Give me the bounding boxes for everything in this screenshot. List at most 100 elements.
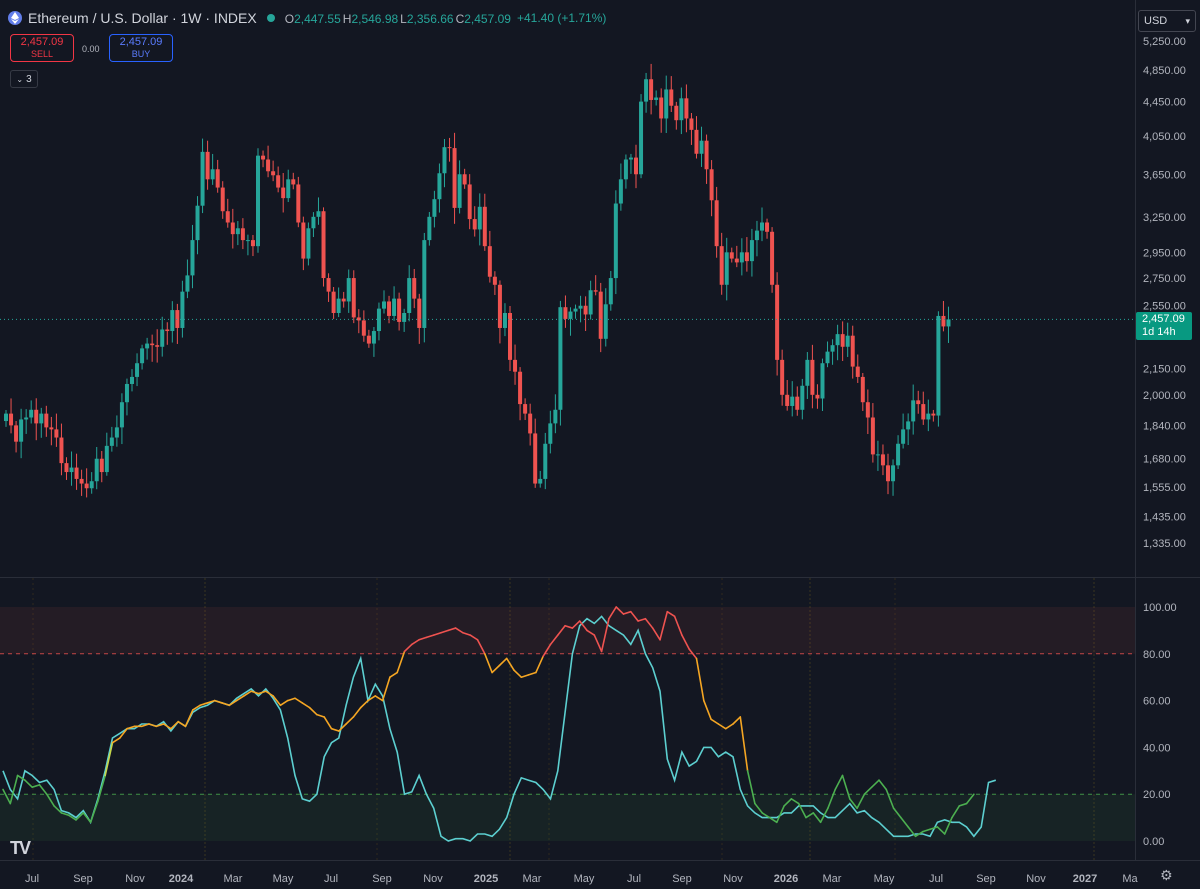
stoch-d-segment (841, 774, 851, 800)
stoch-d-segment (775, 805, 785, 824)
candle-body (543, 443, 548, 479)
stoch-d-segment (308, 706, 318, 716)
oscillator-band (0, 794, 1135, 841)
stoch-d-segment (192, 704, 201, 711)
candle-body (573, 308, 578, 312)
stoch-d-segment (505, 657, 515, 671)
stoch-d-segment (702, 699, 712, 721)
time-tick-label: Ma (1122, 873, 1138, 885)
sell-button[interactable]: 2,457.09 SELL (10, 34, 74, 62)
currency-select[interactable]: USD ▾ (1138, 10, 1196, 32)
price-axis-label: 4,050.00 (1143, 131, 1186, 143)
stoch-d-segment (805, 812, 815, 819)
ohlc-label: C (455, 12, 465, 26)
stoch-d-segment (761, 812, 771, 819)
stoch-d-segment (659, 610, 669, 641)
stoch-d-segment (921, 828, 931, 833)
stoch-d-line (2, 606, 975, 838)
symbol-title[interactable]: Ethereum / U.S. Dollar · 1W · INDEX (28, 10, 257, 26)
stoch-d-segment (111, 737, 121, 744)
stoch-d-segment (644, 617, 654, 629)
stoch-d-segment (965, 793, 975, 805)
candle-body (946, 319, 951, 327)
stoch-d-segment (31, 784, 41, 788)
candle-body (548, 423, 553, 444)
time-tick-label: 2027 (1073, 873, 1097, 885)
candle-body (901, 429, 906, 444)
candle-body (230, 222, 235, 235)
candle-body (644, 79, 649, 102)
candle-body (528, 413, 533, 434)
candle-body (931, 413, 936, 416)
candle-body (170, 310, 175, 332)
candle-body (538, 478, 543, 484)
indicators-toggle[interactable]: ⌄ 3 (10, 70, 38, 88)
time-tick-label: 2024 (169, 873, 194, 885)
buy-button[interactable]: 2,457.09 BUY (109, 34, 173, 62)
stoch-d-segment (294, 697, 304, 704)
candle-body (261, 155, 266, 160)
candle-body (109, 437, 114, 446)
stoch-d-segment (418, 636, 428, 641)
stoch-d-segment (16, 774, 26, 781)
candle-body (326, 278, 331, 292)
oscillator-axis-label: 0.00 (1143, 836, 1164, 848)
candle-body (422, 240, 427, 328)
stoch-d-segment (323, 716, 333, 730)
candle-body (245, 240, 250, 242)
candle-body (205, 151, 210, 180)
ohlc-label: L (400, 12, 407, 26)
stoch-d-segment (403, 643, 413, 653)
candle-body (634, 157, 638, 175)
stoch-d-segment (535, 655, 545, 674)
stoch-d-segment (520, 674, 530, 679)
candle-body (649, 79, 654, 100)
buy-price: 2,457.09 (119, 36, 163, 48)
price-axis-label: 3,250.00 (1143, 212, 1186, 224)
time-tick-label: Nov (723, 873, 743, 885)
candle-body (59, 437, 64, 464)
stoch-d-segment (586, 629, 596, 636)
stoch-d-segment (527, 671, 537, 676)
candle-body (240, 228, 245, 241)
stoch-d-segment (2, 788, 12, 805)
candle-body (618, 179, 623, 204)
stoch-d-segment (345, 716, 355, 725)
time-tick-label: Jul (324, 873, 338, 885)
stoch-d-segment (710, 718, 720, 725)
stoch-d-segment (140, 723, 150, 728)
stoch-d-segment (301, 702, 311, 709)
tradingview-logo[interactable]: TV (10, 838, 31, 858)
candle-body (160, 329, 165, 347)
candle-body (366, 335, 371, 344)
last-price: 2,457.09 (1142, 313, 1185, 325)
stoch-d-segment (878, 779, 888, 791)
stoch-d-segment (900, 816, 910, 828)
stoch-d-segment (162, 723, 172, 730)
chevron-down-icon: ⌄ (16, 74, 24, 84)
stoch-d-segment (60, 812, 70, 817)
candle-body (180, 291, 185, 328)
candle-body (140, 348, 145, 364)
candle-body (356, 317, 361, 321)
candle-body (553, 409, 558, 424)
ohlc-value: 2,457.09 (464, 12, 511, 26)
stoch-d-segment (316, 713, 326, 718)
candle-body (104, 445, 109, 473)
stoch-d-segment (746, 769, 756, 805)
candle-body (669, 89, 674, 106)
candle-body (346, 278, 351, 302)
candle-body (896, 443, 901, 466)
gear-icon[interactable]: ⚙ (1160, 867, 1173, 883)
stoch-d-segment (797, 802, 807, 819)
candle-body (593, 290, 598, 292)
candle-body (835, 334, 840, 346)
stoch-d-segment (97, 774, 106, 803)
time-tick-label: 2025 (474, 873, 498, 885)
candle-body (74, 467, 79, 479)
candle-body (749, 240, 754, 262)
time-tick-label: Mar (823, 873, 842, 885)
stoch-d-segment (608, 606, 618, 620)
candle-body (780, 359, 785, 395)
